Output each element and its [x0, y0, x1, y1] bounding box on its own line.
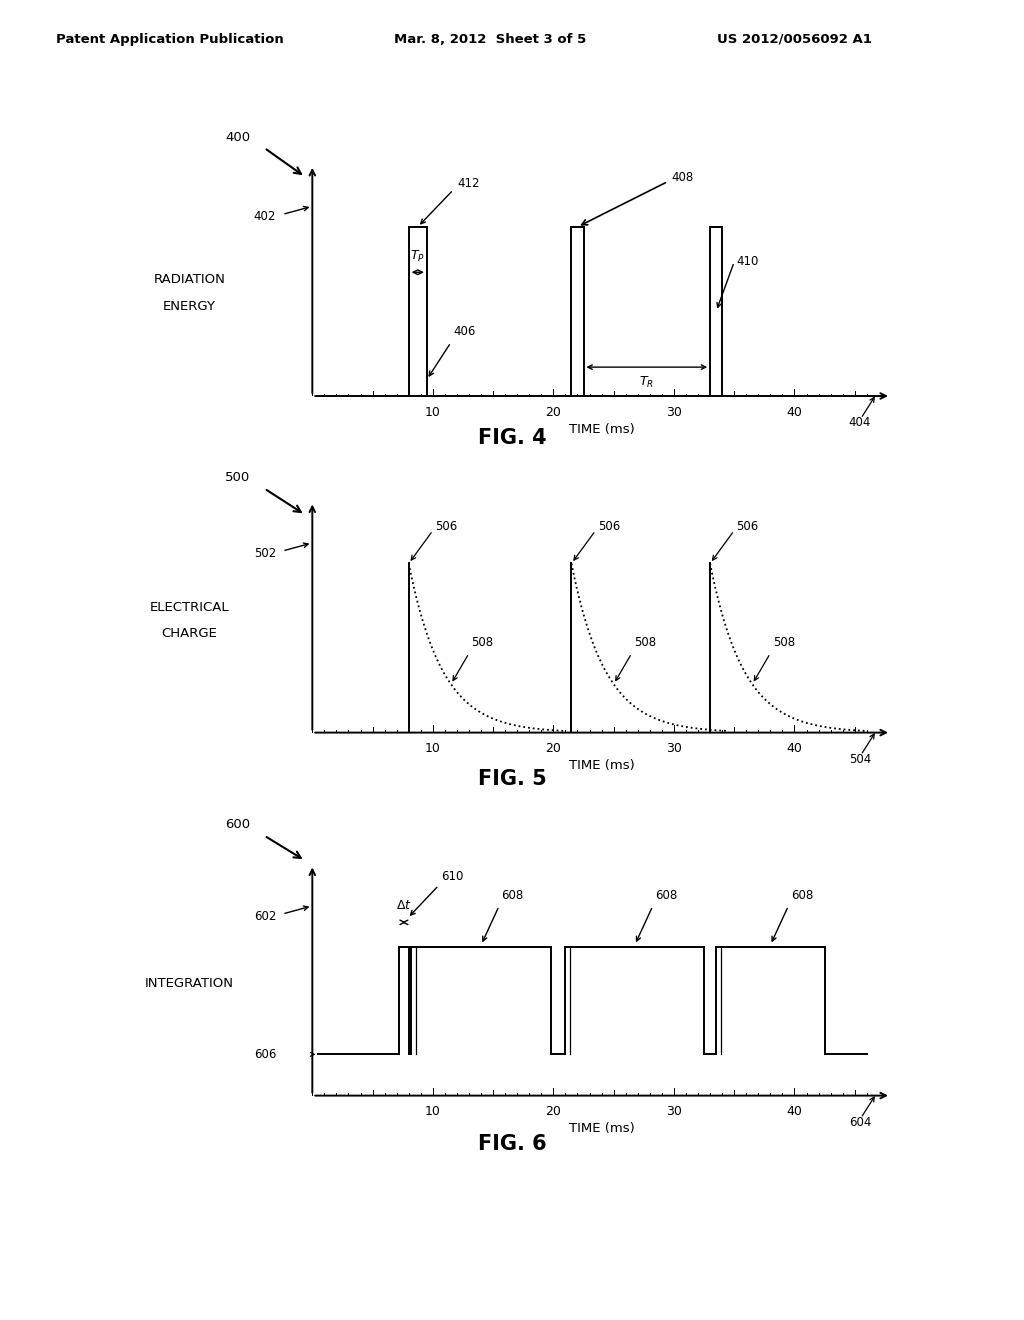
Text: $T_P$: $T_P$: [411, 249, 425, 264]
Text: $T_R$: $T_R$: [639, 375, 654, 391]
Text: 402: 402: [254, 210, 276, 223]
Text: ENERGY: ENERGY: [163, 300, 216, 313]
Text: RADIATION: RADIATION: [154, 273, 225, 286]
Text: 606: 606: [254, 1048, 276, 1061]
X-axis label: TIME (ms): TIME (ms): [568, 422, 635, 436]
Text: ELECTRICAL: ELECTRICAL: [150, 601, 229, 614]
Text: FIG. 5: FIG. 5: [477, 768, 547, 789]
Text: 404: 404: [849, 416, 871, 429]
Text: 502: 502: [254, 546, 276, 560]
Text: 504: 504: [849, 752, 871, 766]
X-axis label: TIME (ms): TIME (ms): [568, 759, 635, 772]
Text: 408: 408: [672, 170, 693, 183]
Text: 500: 500: [225, 471, 251, 484]
Text: US 2012/0056092 A1: US 2012/0056092 A1: [717, 33, 871, 46]
Text: 410: 410: [736, 256, 759, 268]
Text: 610: 610: [441, 870, 464, 883]
Text: INTEGRATION: INTEGRATION: [145, 977, 233, 990]
Text: 608: 608: [502, 888, 524, 902]
Text: 506: 506: [736, 520, 759, 533]
Text: 602: 602: [254, 909, 276, 923]
Text: 506: 506: [435, 520, 458, 533]
Text: 508: 508: [634, 636, 656, 649]
X-axis label: TIME (ms): TIME (ms): [568, 1122, 635, 1135]
Text: 412: 412: [457, 177, 479, 190]
Text: Patent Application Publication: Patent Application Publication: [56, 33, 284, 46]
Text: 600: 600: [225, 818, 251, 832]
Text: FIG. 4: FIG. 4: [477, 428, 547, 449]
Text: 604: 604: [849, 1115, 871, 1129]
Text: 508: 508: [471, 636, 494, 649]
Text: 400: 400: [225, 131, 251, 144]
Text: 508: 508: [773, 636, 795, 649]
Text: FIG. 6: FIG. 6: [477, 1134, 547, 1155]
Text: 608: 608: [791, 888, 813, 902]
Text: $\Delta t$: $\Delta t$: [396, 899, 412, 912]
Text: Mar. 8, 2012  Sheet 3 of 5: Mar. 8, 2012 Sheet 3 of 5: [394, 33, 587, 46]
Text: 608: 608: [655, 888, 678, 902]
Text: 406: 406: [454, 325, 476, 338]
Text: CHARGE: CHARGE: [162, 627, 217, 640]
Text: 506: 506: [598, 520, 621, 533]
